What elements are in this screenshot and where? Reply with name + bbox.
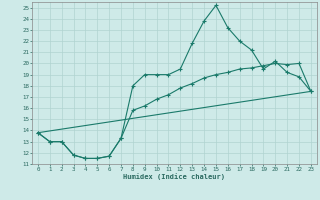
X-axis label: Humidex (Indice chaleur): Humidex (Indice chaleur) [124, 173, 225, 180]
